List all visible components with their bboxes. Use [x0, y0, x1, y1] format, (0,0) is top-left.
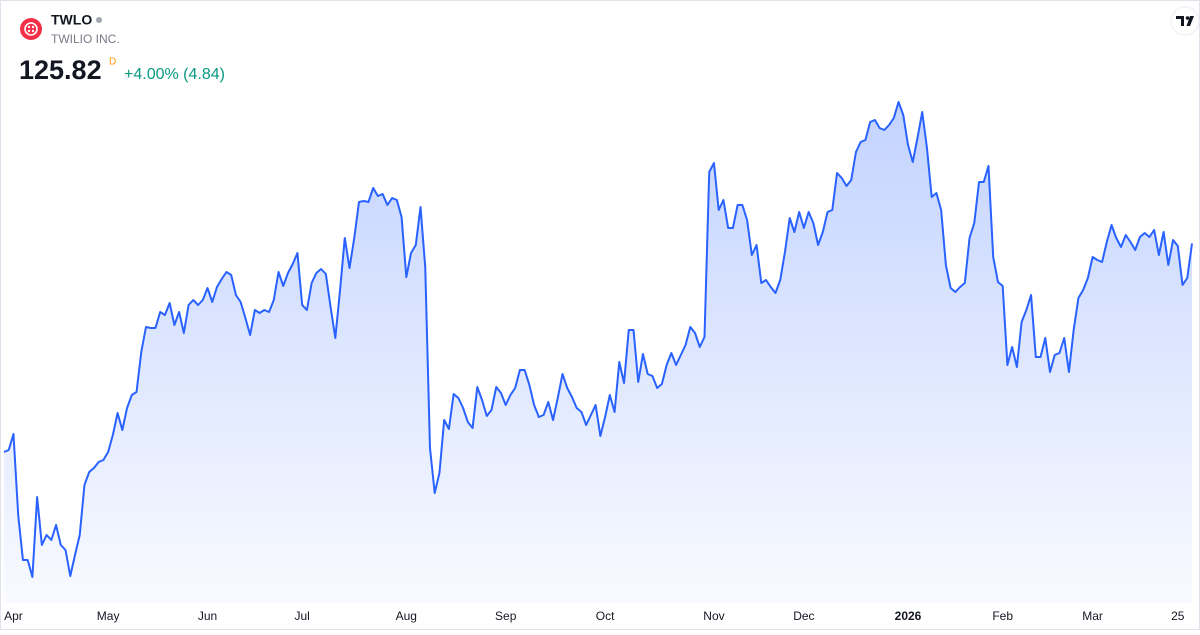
symbol: TWLO	[51, 12, 92, 28]
interval-badge: D	[109, 57, 116, 68]
area-fill	[4, 102, 1192, 603]
plot-area	[3, 101, 1193, 603]
x-tick-label: 2026	[895, 609, 922, 623]
price-change: +4.00% (4.84)	[124, 66, 225, 83]
x-tick-label: Oct	[596, 609, 615, 623]
x-tick-label: Mar	[1082, 609, 1103, 623]
tradingview-logo	[1170, 6, 1200, 36]
x-tick-label: Apr	[4, 609, 23, 623]
company-name: TWILIO INC.	[51, 32, 120, 46]
last-price: 125.82	[19, 55, 102, 85]
x-tick-label: Aug	[396, 609, 417, 623]
symbol-logo	[20, 18, 42, 40]
price-line	[3, 101, 1193, 578]
x-tick-label: Dec	[793, 609, 814, 623]
status-dot	[96, 17, 102, 23]
x-tick-label: Jun	[198, 609, 217, 623]
x-tick-label: Jul	[295, 609, 310, 623]
x-tick-label: 25	[1171, 609, 1185, 623]
x-tick-label: May	[97, 609, 120, 623]
x-tick-label: Feb	[992, 609, 1013, 623]
x-tick-label: Nov	[703, 609, 724, 623]
x-tick-label: Sep	[495, 609, 517, 623]
